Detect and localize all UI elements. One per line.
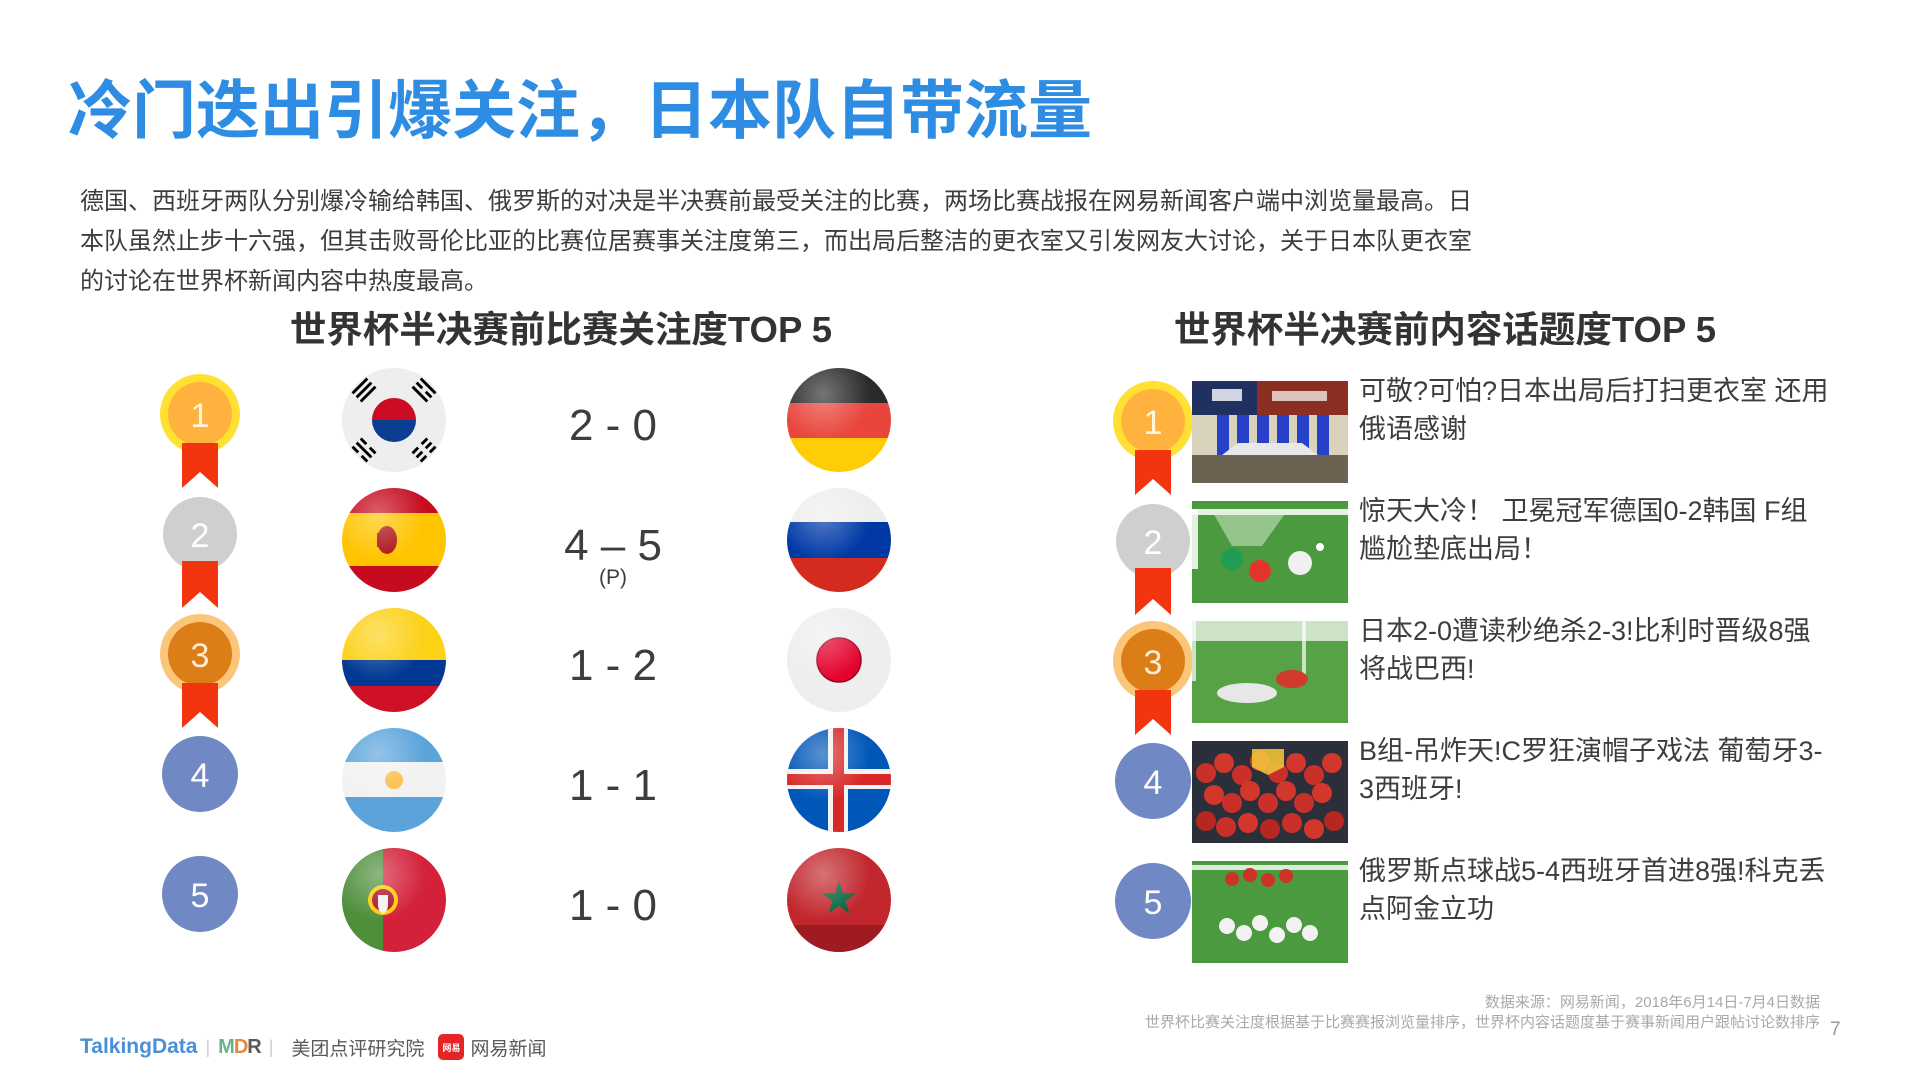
svg-text:4: 4 <box>191 757 210 795</box>
svg-text:2: 2 <box>1144 524 1163 562</box>
svg-text:1: 1 <box>191 397 210 435</box>
svg-text:3: 3 <box>191 637 210 675</box>
svg-text:3: 3 <box>1144 644 1163 682</box>
svg-text:1: 1 <box>1144 404 1163 442</box>
svg-text:4: 4 <box>1144 764 1163 802</box>
svg-text:5: 5 <box>1144 884 1163 922</box>
svg-text:2: 2 <box>191 517 210 555</box>
svg-text:5: 5 <box>191 877 210 915</box>
